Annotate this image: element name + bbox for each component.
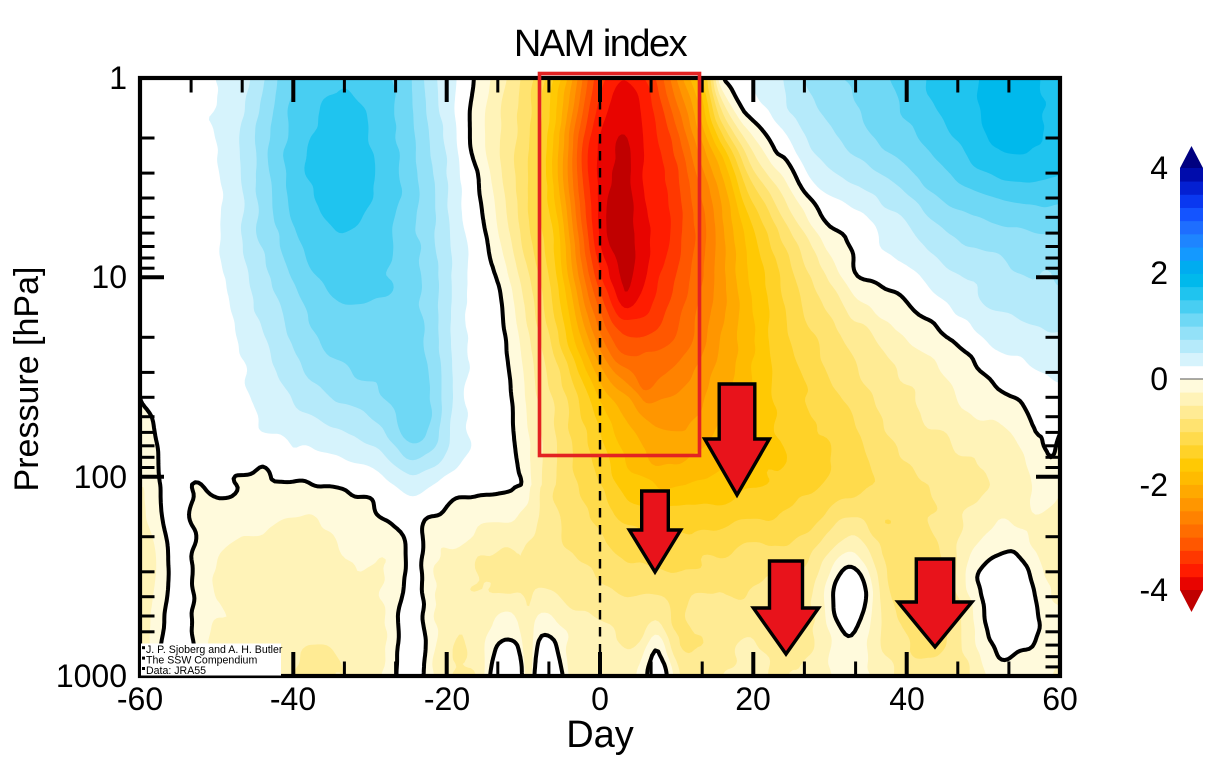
svg-text:-60: -60 — [117, 681, 163, 717]
svg-text:-4: -4 — [1140, 572, 1168, 608]
svg-text:NAM index: NAM index — [514, 23, 688, 65]
svg-text:20: 20 — [735, 681, 771, 717]
svg-text:The SSW Compendium: The SSW Compendium — [146, 655, 257, 667]
svg-text:0: 0 — [1150, 361, 1168, 397]
svg-text:40: 40 — [889, 681, 925, 717]
svg-text:1000: 1000 — [56, 658, 127, 694]
svg-text:2: 2 — [1150, 255, 1168, 291]
svg-text:100: 100 — [74, 459, 127, 495]
svg-text:Day: Day — [566, 714, 634, 756]
svg-text:10: 10 — [91, 259, 127, 295]
svg-text:-20: -20 — [424, 681, 470, 717]
svg-text:Data: JRA55: Data: JRA55 — [146, 665, 206, 677]
svg-text:0: 0 — [591, 681, 609, 717]
svg-text:J. P. Sjoberg and A. H. Butler: J. P. Sjoberg and A. H. Butler — [146, 644, 283, 656]
svg-text:4: 4 — [1150, 150, 1168, 186]
svg-text:-40: -40 — [270, 681, 316, 717]
svg-text:Pressure [hPa]: Pressure [hPa] — [8, 267, 46, 492]
svg-text:60: 60 — [1042, 681, 1078, 717]
svg-text:-2: -2 — [1140, 467, 1168, 503]
svg-text:1: 1 — [109, 60, 127, 96]
